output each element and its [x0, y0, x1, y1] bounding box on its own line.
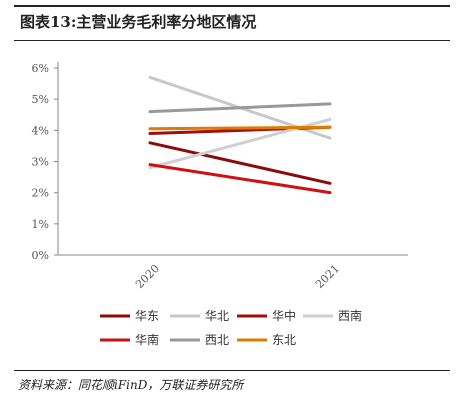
top-rule [14, 5, 450, 7]
legend-label: 华东 [135, 309, 159, 323]
series-line-6 [148, 125, 332, 131]
y-tick-label: 6% [32, 62, 49, 75]
series-line-4 [148, 163, 332, 195]
x-tick-label: 2021 [313, 262, 342, 291]
y-tick-label: 4% [32, 124, 49, 137]
legend-label: 华中 [272, 308, 296, 323]
legend-label: 东北 [272, 333, 296, 347]
y-tick-label: 0% [32, 249, 49, 262]
x-tick-label: 2020 [133, 262, 162, 291]
figure-title: 图表13:主营业务毛利率分地区情况 [20, 13, 257, 31]
series-layer [148, 75, 332, 195]
y-tick-label: 3% [32, 156, 49, 169]
title-rule [14, 40, 450, 41]
y-tick-label: 5% [32, 93, 49, 106]
source-note: 资料来源：同花顺iFinD，万联证券研究所 [18, 378, 244, 392]
legend-label: 西北 [205, 333, 229, 347]
bottom-rule [14, 370, 450, 371]
y-tick-label: 2% [32, 187, 49, 200]
y-tick-label: 1% [32, 218, 49, 231]
legend-label: 西南 [338, 308, 362, 323]
legend-label: 华北 [205, 309, 229, 323]
series-line-0 [148, 141, 332, 185]
legend-label: 华南 [135, 332, 159, 347]
series-line-5 [148, 102, 332, 114]
